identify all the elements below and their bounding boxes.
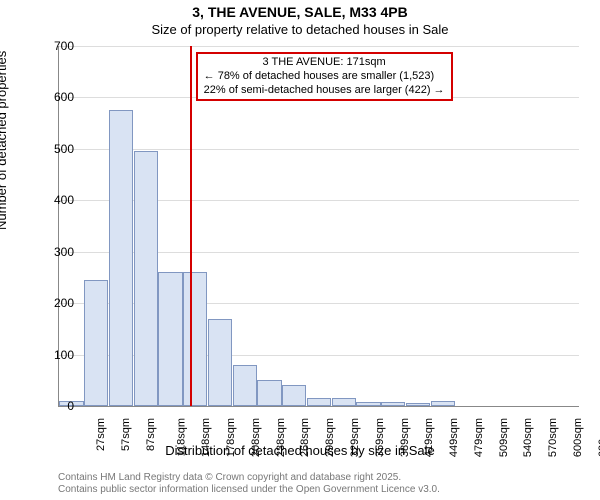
x-tick-label: 329sqm (349, 418, 361, 457)
gridline (59, 149, 579, 150)
histogram-bar (406, 403, 430, 406)
x-tick-label: 509sqm (498, 418, 510, 457)
histogram-bar (183, 272, 207, 406)
x-tick-label: 208sqm (250, 418, 262, 457)
annotation-box: 3 THE AVENUE: 171sqm ← 78% of detached h… (196, 52, 453, 101)
x-tick-label: 27sqm (95, 418, 107, 451)
chart-subtitle: Size of property relative to detached ho… (0, 22, 600, 37)
x-tick-label: 449sqm (448, 418, 460, 457)
chart-title: 3, THE AVENUE, SALE, M33 4PB (0, 4, 600, 20)
histogram-bar (134, 151, 158, 406)
x-tick-label: 268sqm (300, 418, 312, 457)
histogram-bar (381, 402, 405, 406)
histogram-bar (158, 272, 182, 406)
footnote-line2: Contains public sector information licen… (58, 484, 440, 496)
x-tick-label: 148sqm (201, 418, 213, 457)
histogram-bar (431, 401, 455, 406)
histogram-bar (332, 398, 356, 406)
histogram-bar (307, 398, 331, 406)
annotation-line3: 22% of semi-detached houses are larger (… (204, 84, 445, 98)
x-tick-label: 118sqm (175, 418, 187, 456)
y-tick-label: 700 (34, 39, 74, 53)
histogram-bar (282, 385, 306, 406)
reference-line (190, 46, 192, 406)
plot-area: 3 THE AVENUE: 171sqm ← 78% of detached h… (58, 46, 579, 407)
histogram-bar (257, 380, 281, 406)
x-tick-label: 359sqm (374, 418, 386, 457)
x-tick-label: 479sqm (473, 418, 485, 457)
histogram-bar (356, 402, 380, 406)
x-tick-label: 57sqm (120, 418, 132, 451)
chart-container: 3, THE AVENUE, SALE, M33 4PB Size of pro… (0, 0, 600, 500)
y-tick-label: 600 (34, 90, 74, 104)
histogram-bar (233, 365, 257, 406)
x-tick-label: 570sqm (547, 418, 559, 457)
y-tick-label: 0 (34, 399, 74, 413)
x-tick-label: 540sqm (522, 418, 534, 457)
x-tick-label: 238sqm (275, 418, 287, 457)
gridline (59, 46, 579, 47)
histogram-bar (109, 110, 133, 406)
footnote: Contains HM Land Registry data © Crown c… (58, 472, 440, 496)
histogram-bar (208, 319, 232, 406)
x-tick-label: 600sqm (572, 418, 584, 457)
x-tick-label: 178sqm (225, 418, 237, 457)
y-tick-label: 300 (34, 245, 74, 259)
x-tick-label: 419sqm (423, 418, 435, 457)
y-tick-label: 200 (34, 296, 74, 310)
histogram-bar (84, 280, 108, 406)
y-tick-label: 500 (34, 142, 74, 156)
x-tick-label: 87sqm (145, 418, 157, 451)
annotation-line2: ← 78% of detached houses are smaller (1,… (204, 70, 445, 84)
x-tick-label: 298sqm (324, 418, 336, 457)
y-tick-label: 100 (34, 348, 74, 362)
y-axis-label: Number of detached properties (0, 51, 9, 230)
y-tick-label: 400 (34, 193, 74, 207)
annotation-line1: 3 THE AVENUE: 171sqm (204, 56, 445, 70)
x-tick-label: 389sqm (399, 418, 411, 457)
footnote-line1: Contains HM Land Registry data © Crown c… (58, 472, 440, 484)
